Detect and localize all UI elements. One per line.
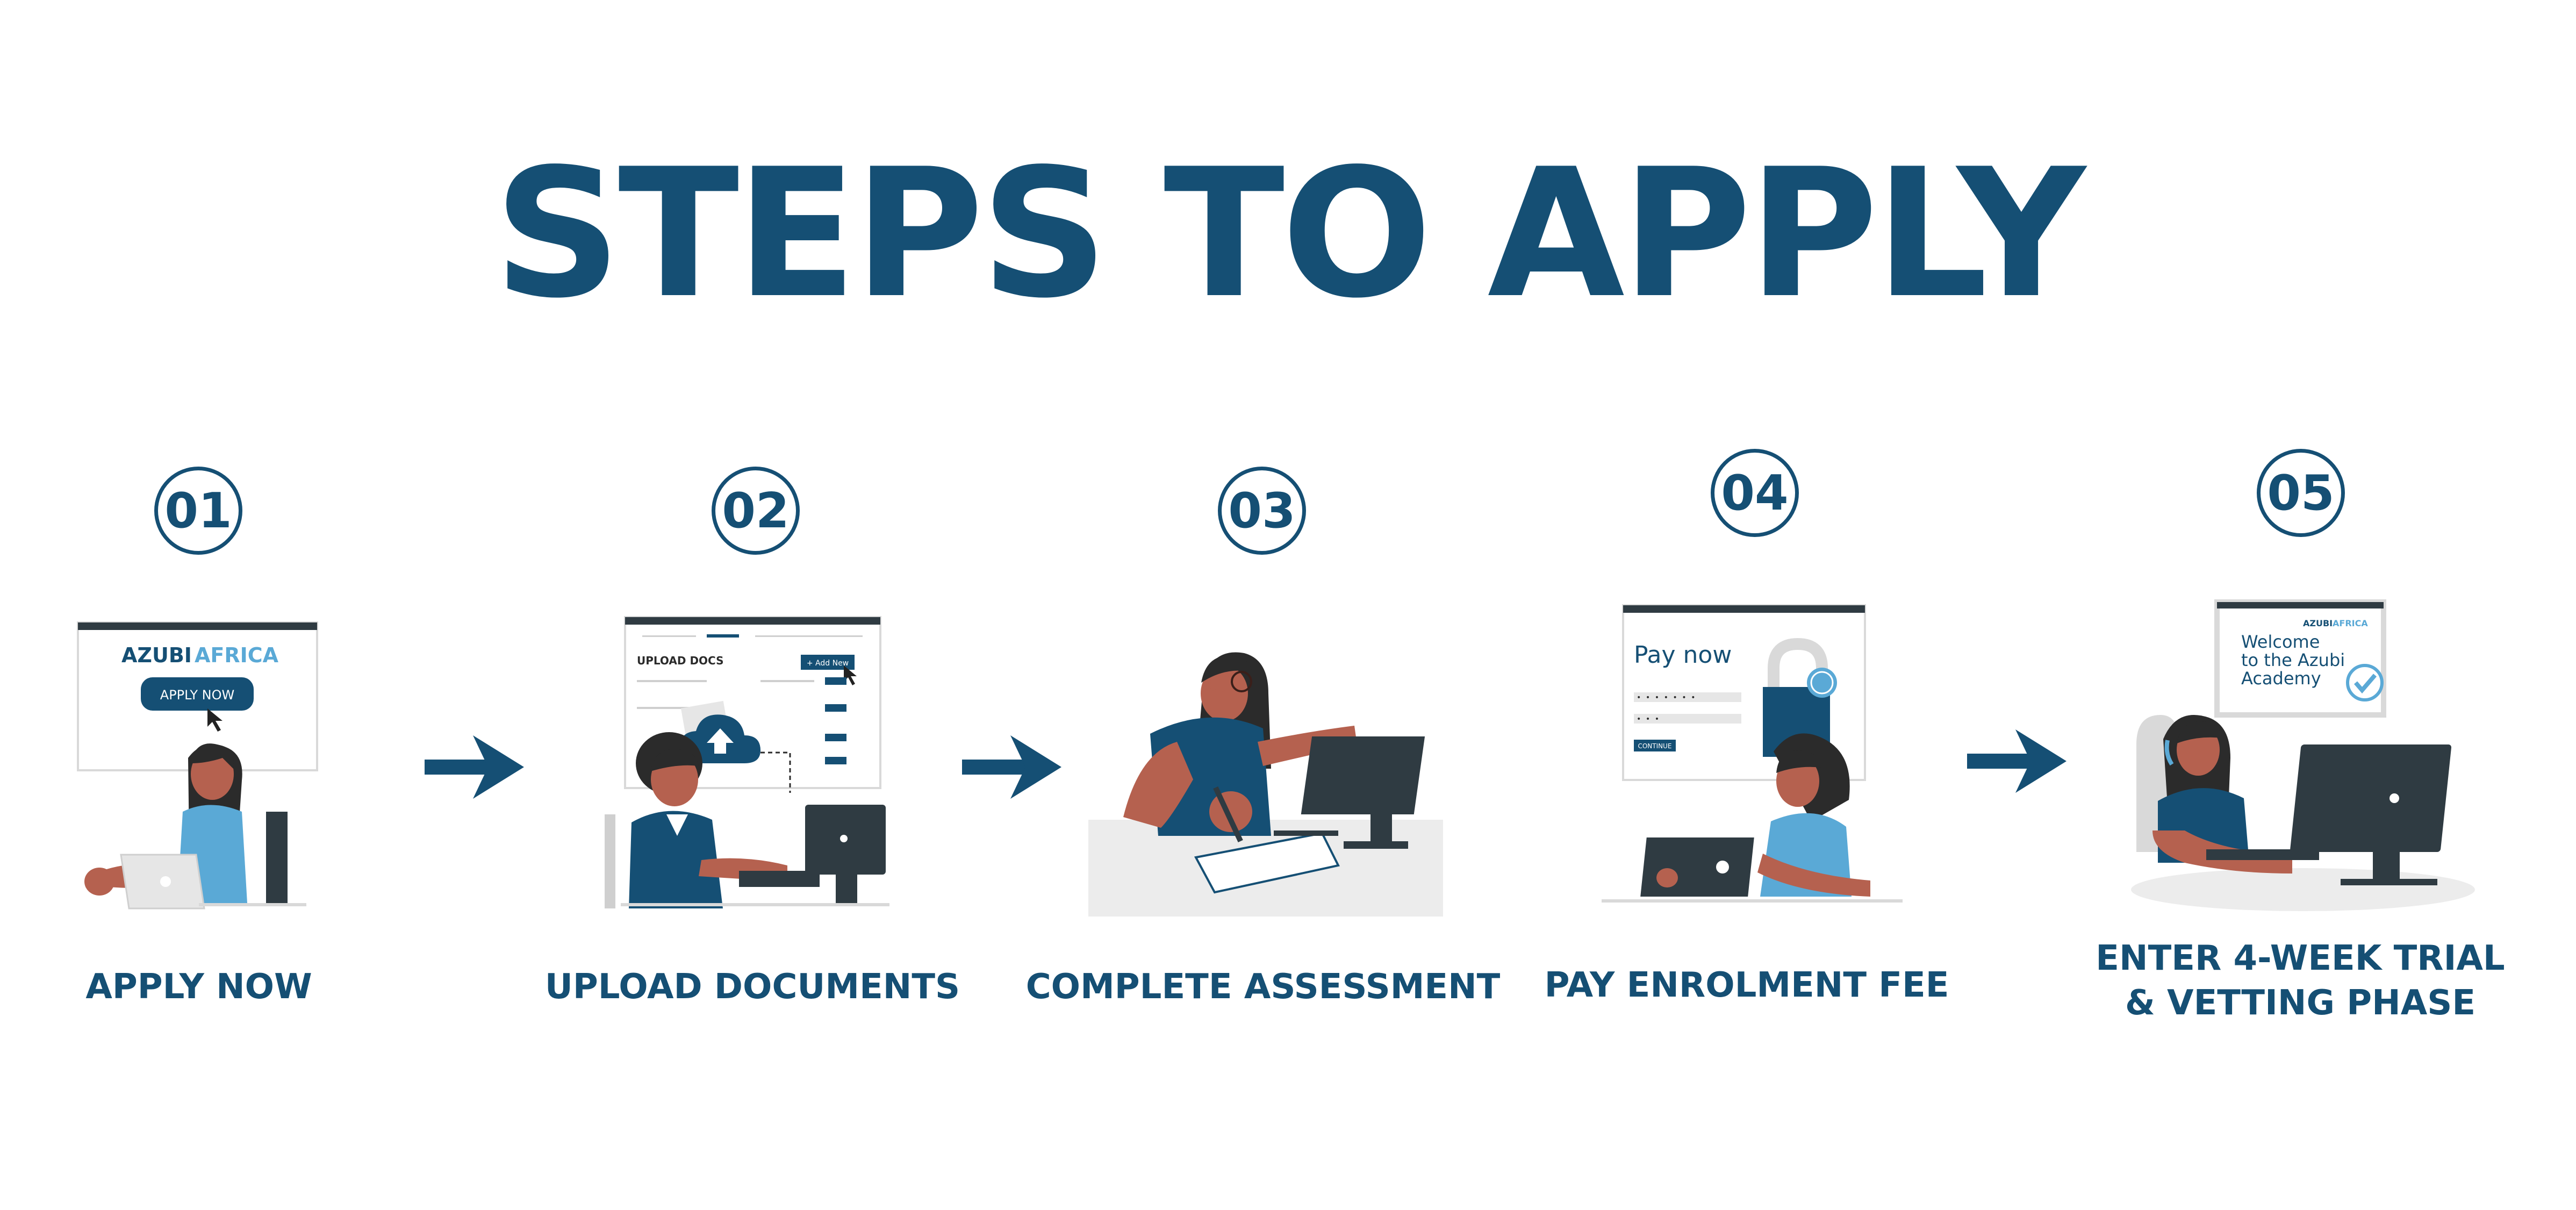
page-title: STEPS TO APPLY bbox=[493, 131, 2085, 337]
brand-logo-text: AZUBI bbox=[2303, 618, 2333, 628]
step-label-05: ENTER 4-WEEK TRIAL & VETTING PHASE bbox=[2064, 936, 2537, 1026]
brand-logo-accent: AFRICA bbox=[2333, 618, 2368, 628]
cursor-icon bbox=[207, 708, 223, 732]
step-label-02: UPLOAD DOCUMENTS bbox=[544, 967, 960, 1007]
brand-logo-text: AZUBI bbox=[121, 643, 192, 667]
upload-documents-illustration: UPLOAD DOCS + Add New bbox=[605, 616, 889, 908]
apply-now-illustration: AZUBI AFRICA APPLY NOW bbox=[77, 621, 318, 910]
pay-enrolment-fee-illustration: Pay now • • • • • • • • • • CONTINUE bbox=[1602, 604, 1903, 903]
checkmark-icon bbox=[2346, 664, 2384, 701]
cursor-icon bbox=[844, 665, 857, 685]
card-number-field[interactable] bbox=[1634, 692, 1741, 702]
card-number-mask: • • • • • • • bbox=[1637, 693, 1696, 702]
welcome-line-3: Academy bbox=[2241, 668, 2321, 689]
step-number-04: 04 bbox=[1711, 449, 1799, 537]
step-label-04: PAY ENROLMENT FEE bbox=[1544, 965, 1949, 1005]
welcome-line-1: Welcome bbox=[2241, 632, 2320, 652]
pin-field[interactable] bbox=[1634, 714, 1741, 724]
brand-logo-accent: AFRICA bbox=[195, 643, 279, 667]
step-label-01: APPLY NOW bbox=[85, 967, 312, 1007]
step-label-05-line-2: & VETTING PHASE bbox=[2125, 983, 2476, 1023]
step-number-02: 02 bbox=[712, 467, 800, 555]
pin-mask: • • • bbox=[1637, 715, 1659, 724]
cloud-upload-icon bbox=[680, 714, 760, 763]
dollar-coin-icon bbox=[1807, 668, 1837, 698]
complete-assessment-illustration bbox=[1088, 652, 1443, 917]
step-number-03: 03 bbox=[1218, 467, 1306, 555]
continue-button-label: CONTINUE bbox=[1638, 742, 1671, 750]
arrow-right-icon bbox=[962, 735, 1061, 799]
continue-button[interactable] bbox=[1634, 740, 1676, 751]
apply-now-button[interactable] bbox=[141, 677, 254, 711]
step-label-05-line-1: ENTER 4-WEEK TRIAL bbox=[2096, 939, 2505, 978]
upload-docs-heading: UPLOAD DOCS bbox=[637, 654, 724, 667]
add-new-button-label: + Add New bbox=[807, 659, 849, 668]
apply-now-button-label: APPLY NOW bbox=[160, 688, 234, 703]
pay-now-heading: Pay now bbox=[1634, 641, 1732, 669]
trial-vetting-phase-illustration: AZUBI AFRICA Welcome to the Azubi Academ… bbox=[2131, 599, 2475, 911]
arrow-right-icon bbox=[1967, 729, 2066, 793]
step-number-05: 05 bbox=[2257, 449, 2345, 537]
welcome-line-2: to the Azubi bbox=[2241, 650, 2345, 670]
step-number-01: 01 bbox=[154, 467, 242, 555]
arrow-right-icon bbox=[425, 735, 524, 799]
step-label-03: COMPLETE ASSESSMENT bbox=[1025, 967, 1501, 1007]
